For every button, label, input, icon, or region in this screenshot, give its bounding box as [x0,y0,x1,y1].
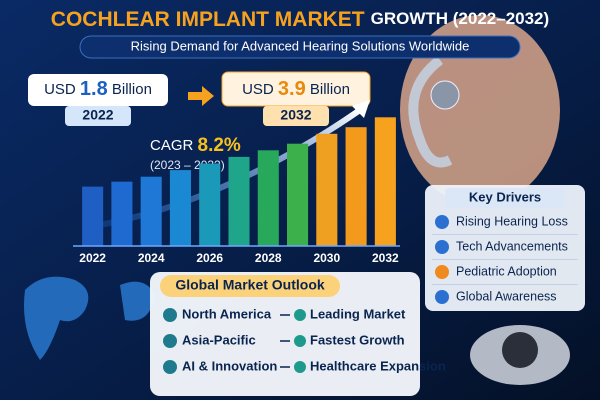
region-icon [163,360,177,374]
end-year-box [263,106,329,126]
drivers-title-box [445,188,565,208]
x-tick-label: 2030 [313,251,340,265]
driver-label: Tech Advancements [456,239,568,253]
end-value: USD 3.9 Billion [242,78,350,100]
bar [374,117,396,246]
end-year: 2032 [280,107,311,123]
drivers-list: Rising Hearing Loss Tech Advancements Pedi… [432,214,578,304]
currency: USD [44,81,76,98]
outlook-item: Asia-Pacific [182,332,256,347]
device-core [502,332,538,368]
start-year-box [65,106,131,126]
region-icon [163,334,177,348]
amount: 3.9 [278,78,306,100]
x-tick-label: 2024 [138,251,165,265]
drivers-title: Key Drivers [469,189,541,204]
start-box [28,74,168,106]
unit: Billion [112,81,152,98]
title-rest: GROWTH (2022–2032) [371,9,550,28]
bar [140,176,162,246]
bar-chart: 2022 2024 2026 2028 2030 2032 [73,117,400,265]
outlook-title-box [160,275,340,297]
implant-coil [430,80,460,110]
outlook-list: North America Leading Market Asia-Pacific F… [163,306,446,374]
outlook-item: AI & Innovation [182,358,277,373]
x-tick-label: 2026 [196,251,223,265]
bar [228,156,250,246]
driver-icon [435,240,449,254]
bar [199,163,221,246]
growth-arrowhead [352,100,370,118]
implant-illustration [408,56,453,168]
drivers-panel [425,185,585,311]
x-tick-label: 2022 [79,251,106,265]
detail-icon [294,335,306,347]
outlook-detail: Healthcare Expansion [310,358,446,373]
cagr-label: CAGR [150,137,194,154]
driver-icon [435,215,449,229]
bar [257,150,279,246]
bar [111,181,133,246]
subtitle: Rising Demand for Advanced Hearing Solut… [131,38,470,53]
region-icon [163,308,177,322]
cagr-value: 8.2% [198,135,241,156]
world-map [24,276,155,360]
start-value: USD 1.8 Billion [44,78,152,100]
outlook-panel [150,272,420,396]
bar [287,143,309,246]
driver-label: Rising Hearing Loss [456,214,568,228]
cagr: CAGR 8.2% [150,135,241,156]
amount: 1.8 [80,78,108,100]
currency: USD [242,81,274,98]
driver-label: Global Awareness [456,289,557,303]
bar [345,127,367,246]
outlook-detail: Leading Market [310,306,406,321]
start-year: 2022 [82,107,113,123]
detail-icon [294,309,306,321]
bar [169,170,191,246]
bar [316,133,338,246]
outlook-detail: Fastest Growth [310,332,405,347]
bar [82,186,104,246]
driver-icon [435,290,449,304]
arrow-icon [188,86,214,106]
unit: Billion [310,81,350,98]
title-highlight: COCHLEAR IMPLANT MARKET [51,8,365,31]
x-tick-label: 2028 [255,251,282,265]
outlook-item: North America [182,306,272,321]
x-tick-label: 2032 [372,251,399,265]
title: COCHLEAR IMPLANT MARKET GROWTH (2022–2032… [51,8,549,31]
outlook-title: Global Market Outlook [175,277,325,293]
driver-icon [435,265,449,279]
detail-icon [294,361,306,373]
driver-label: Pediatric Adoption [456,264,557,278]
subtitle-bar [79,35,521,59]
